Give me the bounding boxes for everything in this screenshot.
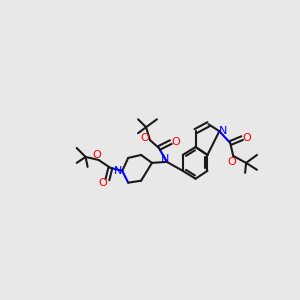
Text: N: N: [219, 126, 227, 136]
Text: O: O: [92, 150, 101, 160]
Text: O: O: [98, 178, 107, 188]
Text: O: O: [243, 133, 251, 143]
Text: N: N: [114, 166, 122, 176]
Text: O: O: [228, 157, 237, 167]
Text: O: O: [141, 133, 149, 143]
Text: O: O: [171, 137, 180, 147]
Text: N: N: [161, 154, 169, 164]
